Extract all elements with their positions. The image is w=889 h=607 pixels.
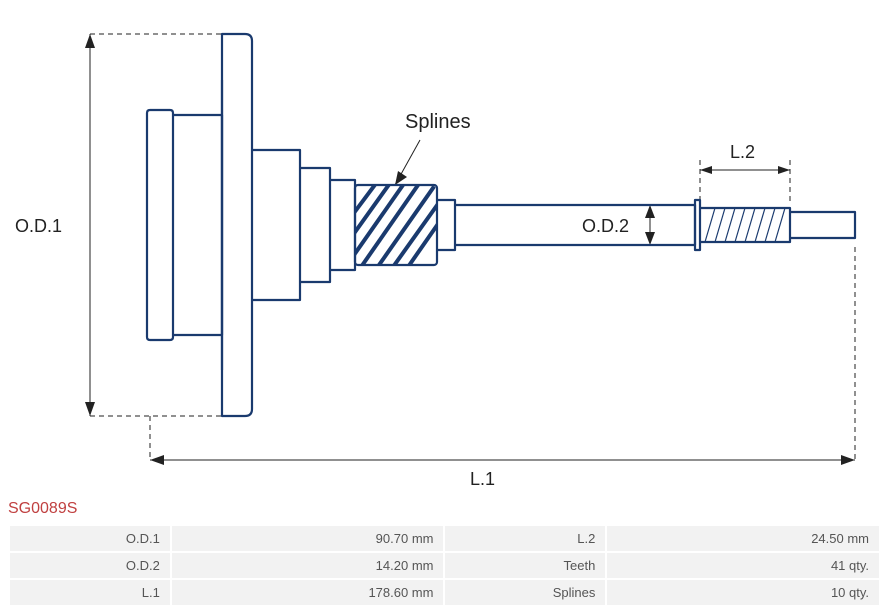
part-number: SG0089S [8, 500, 77, 518]
spec-label: L.2 [445, 526, 605, 551]
spec-label: O.D.1 [10, 526, 170, 551]
spec-value: 178.60 mm [172, 580, 444, 605]
drawing-svg: O.D.1 L.1 L.2 O.D.2 Splines [0, 0, 889, 500]
spec-table: O.D.1 90.70 mm L.2 24.50 mm O.D.2 14.20 … [8, 524, 881, 607]
label-splines: Splines [405, 111, 471, 133]
spec-value: 90.70 mm [172, 526, 444, 551]
table-row: L.1 178.60 mm Splines 10 qty. [10, 580, 879, 605]
spec-value: 14.20 mm [172, 553, 444, 578]
label-l2: L.2 [730, 142, 755, 162]
splines-region [330, 170, 465, 290]
spec-label: Splines [445, 580, 605, 605]
spec-value: 41 qty. [607, 553, 879, 578]
label-od1: O.D.1 [15, 216, 62, 236]
table-row: O.D.1 90.70 mm L.2 24.50 mm [10, 526, 879, 551]
spec-label: Teeth [445, 553, 605, 578]
table-row: O.D.2 14.20 mm Teeth 41 qty. [10, 553, 879, 578]
spec-value: 10 qty. [607, 580, 879, 605]
spec-label: O.D.2 [10, 553, 170, 578]
technical-diagram: O.D.1 L.1 L.2 O.D.2 Splines [0, 0, 889, 495]
label-od2: O.D.2 [582, 216, 629, 236]
spec-value: 24.50 mm [607, 526, 879, 551]
label-l1: L.1 [470, 469, 495, 489]
spec-label: L.1 [10, 580, 170, 605]
